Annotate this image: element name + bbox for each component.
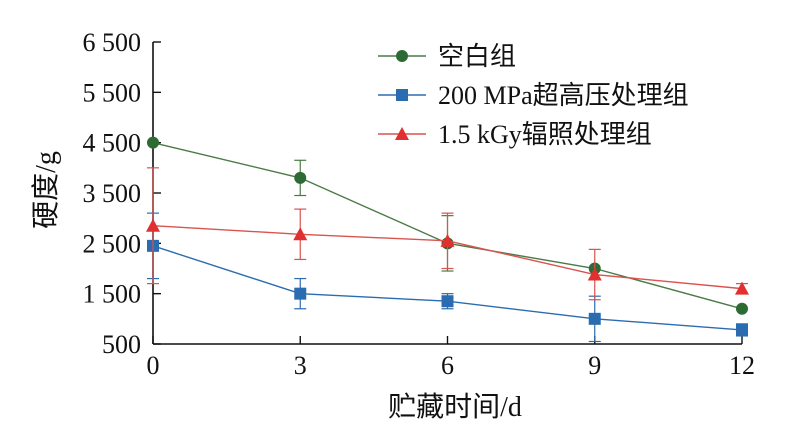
y-tick-label: 2 500 bbox=[83, 229, 142, 258]
data-point bbox=[294, 287, 307, 300]
legend-item-1: 空白组 bbox=[378, 42, 516, 71]
legend: 空白组 200 MPa超高压处理组 1.5 kGy辐照处理组 bbox=[378, 42, 689, 149]
data-point bbox=[736, 302, 748, 315]
legend-label: 空白组 bbox=[438, 42, 516, 71]
legend-item-3: 1.5 kGy辐照处理组 bbox=[378, 120, 652, 149]
series-3 bbox=[146, 167, 749, 301]
data-point bbox=[588, 312, 601, 325]
data-point bbox=[294, 171, 307, 184]
data-point bbox=[735, 281, 749, 295]
legend-marker bbox=[395, 127, 409, 140]
data-point bbox=[441, 295, 454, 308]
legend-item-2: 200 MPa超高压处理组 bbox=[378, 81, 689, 110]
y-tick-label: 3 500 bbox=[83, 179, 142, 208]
x-tick-label: 6 bbox=[441, 351, 454, 380]
legend-marker bbox=[396, 50, 408, 62]
y-tick-label: 6 500 bbox=[83, 28, 142, 57]
y-tick-label: 4 500 bbox=[83, 129, 142, 158]
x-tick-label: 9 bbox=[588, 351, 601, 380]
axes: 500 1 500 2 500 3 500 4 500 5 500 6 500 0 3 6 9 12 bbox=[83, 28, 756, 380]
data-point bbox=[146, 218, 160, 232]
legend-label: 200 MPa超高压处理组 bbox=[438, 81, 689, 110]
x-axis-title: 贮藏时间/d bbox=[388, 391, 522, 423]
legend-label: 1.5 kGy辐照处理组 bbox=[438, 120, 652, 149]
x-tick-label: 3 bbox=[294, 351, 307, 380]
y-tick-label: 5 500 bbox=[83, 78, 142, 107]
x-tick-label: 0 bbox=[147, 351, 160, 380]
data-point bbox=[587, 267, 602, 281]
y-tick-label: 1 500 bbox=[83, 280, 142, 309]
data-point bbox=[736, 323, 748, 336]
series-layer bbox=[146, 136, 749, 343]
data-point bbox=[440, 233, 455, 247]
data-point bbox=[293, 227, 308, 241]
legend-marker bbox=[396, 89, 408, 101]
x-tick-label: 12 bbox=[729, 351, 755, 380]
y-tick-label: 500 bbox=[102, 330, 141, 359]
y-axis-title: 硬度/g bbox=[30, 151, 62, 229]
data-point bbox=[147, 136, 159, 149]
